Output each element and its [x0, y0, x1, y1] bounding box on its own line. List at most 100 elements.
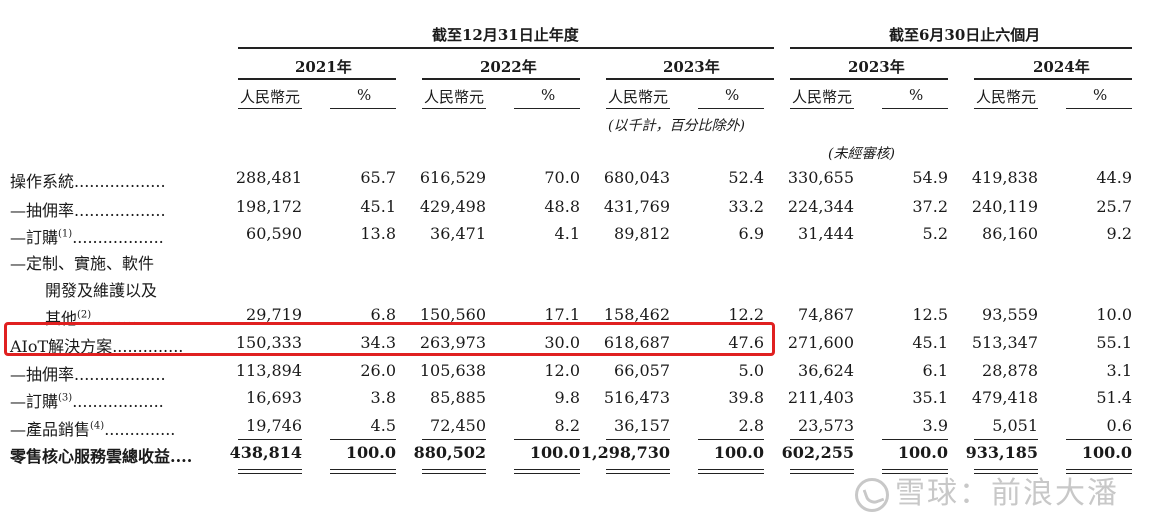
percent-header: %	[541, 86, 556, 104]
table-cell: 12.2	[728, 305, 764, 324]
table-rule	[698, 473, 764, 474]
table-cell: 100.0	[1081, 443, 1132, 462]
row-label-customization-line1: —定制、實施、軟件	[10, 254, 155, 273]
currency-header: 人民幣元	[976, 88, 1037, 106]
table-cell: 113,894	[235, 361, 302, 380]
year-header: 2023年	[663, 58, 720, 76]
table-cell: 8.2	[554, 416, 580, 435]
table-cell: 13.8	[360, 224, 396, 243]
table-cell: 37.2	[912, 197, 948, 216]
table-rule	[606, 469, 670, 470]
table-cell: 89,812	[614, 224, 670, 243]
table-cell: 19,746	[246, 416, 302, 435]
table-cell: 60,590	[246, 224, 302, 243]
group-title-interim: 截至6月30日止六個月	[889, 26, 1041, 44]
table-cell: 150,560	[419, 305, 486, 324]
table-cell: 6.9	[738, 224, 764, 243]
sub-rule	[606, 108, 670, 109]
row-label-aiot-solutions: AIoT解決方案..............	[10, 337, 184, 356]
table-rule	[698, 439, 764, 440]
table-cell: 9.2	[1106, 224, 1132, 243]
table-cell: 431,769	[603, 197, 670, 216]
table-cell: 52.4	[728, 168, 764, 187]
table-rule	[974, 439, 1038, 440]
table-cell: 12.0	[544, 361, 580, 380]
watermark: 雪球：前浪大潘	[855, 468, 1119, 512]
table-rule	[1066, 439, 1132, 440]
table-rule	[790, 469, 854, 470]
table-cell: 616,529	[419, 168, 486, 187]
sub-rule	[790, 108, 854, 109]
table-cell: 29,719	[246, 305, 302, 324]
year-header: 2024年	[1033, 58, 1090, 76]
table-cell: 100.0	[713, 443, 764, 462]
currency-header: 人民幣元	[240, 88, 301, 106]
sub-rule	[330, 108, 396, 109]
table-cell: 158,462	[603, 305, 670, 324]
table-cell: 5,051	[992, 416, 1038, 435]
table-cell: 429,498	[419, 197, 486, 216]
table-cell: 66,057	[614, 361, 670, 380]
table-rule	[514, 439, 580, 440]
table-cell: 9.8	[554, 388, 580, 407]
year-rule	[606, 78, 774, 80]
table-rule	[790, 439, 854, 440]
table-cell: 3.8	[370, 388, 396, 407]
table-rule	[1066, 469, 1132, 470]
row-label-aiot-commission: —抽佣率..................	[10, 365, 166, 384]
table-cell: 198,172	[235, 197, 302, 216]
table-cell: 33.2	[728, 197, 764, 216]
table-cell: 100.0	[529, 443, 580, 462]
table-cell: 150,333	[235, 333, 302, 352]
table-cell: 16,693	[246, 388, 302, 407]
row-label-operating-system: 操作系統..................	[10, 172, 166, 191]
table-rule	[330, 439, 396, 440]
table-rule	[974, 469, 1038, 470]
table-cell: 1,298,730	[580, 443, 670, 462]
table-cell: 419,838	[971, 168, 1038, 187]
table-rule	[330, 469, 396, 470]
table-rule	[422, 439, 486, 440]
table-cell: 100.0	[897, 443, 948, 462]
table-cell: 30.0	[544, 333, 580, 352]
table-cell: 47.6	[728, 333, 764, 352]
highlight-box-aiot	[4, 322, 775, 356]
table-rule	[698, 469, 764, 470]
table-cell: 211,403	[787, 388, 854, 407]
year-header: 2021年	[295, 58, 352, 76]
table-cell: 513,347	[971, 333, 1038, 352]
snowball-logo-icon	[855, 477, 889, 512]
table-cell: 12.5	[912, 305, 948, 324]
table-cell: 54.9	[912, 168, 948, 187]
table-cell: 51.4	[1096, 388, 1132, 407]
group-title-annual: 截至12月31日止年度	[432, 26, 579, 44]
table-cell: 271,600	[787, 333, 854, 352]
table-cell: 39.8	[728, 388, 764, 407]
year-rule	[974, 78, 1132, 80]
table-cell: 36,157	[614, 416, 670, 435]
table-rule	[1066, 473, 1132, 474]
table-cell: 100.0	[345, 443, 396, 462]
table-cell: 17.1	[544, 305, 580, 324]
percent-header: %	[909, 86, 924, 104]
year-rule	[238, 78, 396, 80]
table-cell: 35.1	[912, 388, 948, 407]
table-rule	[974, 473, 1038, 474]
group-rule-interim	[790, 47, 1132, 49]
table-rule	[238, 469, 302, 470]
table-cell: 10.0	[1096, 305, 1132, 324]
table-cell: 602,255	[781, 443, 854, 462]
table-cell: 880,502	[413, 443, 486, 462]
table-cell: 438,814	[229, 443, 302, 462]
table-cell: 45.1	[912, 333, 948, 352]
currency-header: 人民幣元	[792, 88, 853, 106]
year-header: 2022年	[480, 58, 537, 76]
row-label-os-commission: —抽佣率..................	[10, 201, 166, 220]
table-cell: 45.1	[360, 197, 396, 216]
table-rule	[790, 473, 854, 474]
table-cell: 680,043	[603, 168, 670, 187]
table-cell: 2.8	[738, 416, 764, 435]
row-label-os-subscription: —訂購(1)..................	[10, 228, 164, 247]
table-cell: 70.0	[544, 168, 580, 187]
table-cell: 6.8	[370, 305, 396, 324]
